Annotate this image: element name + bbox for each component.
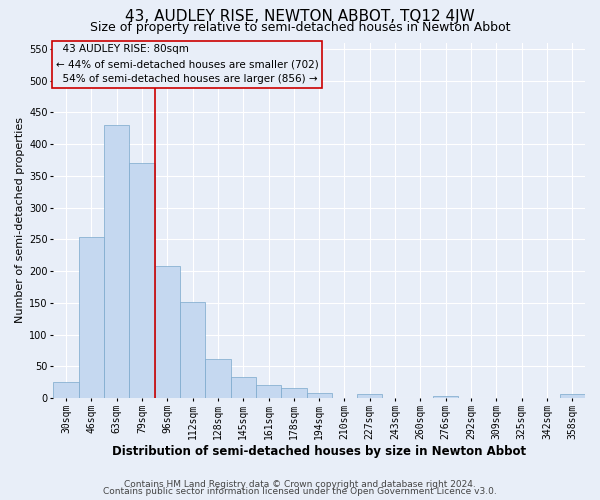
Bar — [104, 125, 129, 398]
Bar — [560, 394, 585, 398]
Text: Contains HM Land Registry data © Crown copyright and database right 2024.: Contains HM Land Registry data © Crown c… — [124, 480, 476, 489]
Text: Size of property relative to semi-detached houses in Newton Abbot: Size of property relative to semi-detach… — [90, 22, 510, 35]
Bar — [53, 382, 79, 398]
Text: Contains public sector information licensed under the Open Government Licence v3: Contains public sector information licen… — [103, 487, 497, 496]
Bar — [180, 302, 205, 398]
Bar — [281, 388, 307, 398]
Bar — [433, 396, 458, 398]
Bar — [230, 377, 256, 398]
Bar — [155, 266, 180, 398]
Bar — [79, 237, 104, 398]
Bar — [129, 163, 155, 398]
Bar — [357, 394, 382, 398]
X-axis label: Distribution of semi-detached houses by size in Newton Abbot: Distribution of semi-detached houses by … — [112, 444, 526, 458]
Text: 43 AUDLEY RISE: 80sqm  
← 44% of semi-detached houses are smaller (702)
  54% of: 43 AUDLEY RISE: 80sqm ← 44% of semi-deta… — [56, 44, 319, 84]
Bar — [205, 360, 230, 398]
Bar — [307, 393, 332, 398]
Text: 43, AUDLEY RISE, NEWTON ABBOT, TQ12 4JW: 43, AUDLEY RISE, NEWTON ABBOT, TQ12 4JW — [125, 9, 475, 24]
Bar — [256, 386, 281, 398]
Y-axis label: Number of semi-detached properties: Number of semi-detached properties — [15, 118, 25, 324]
